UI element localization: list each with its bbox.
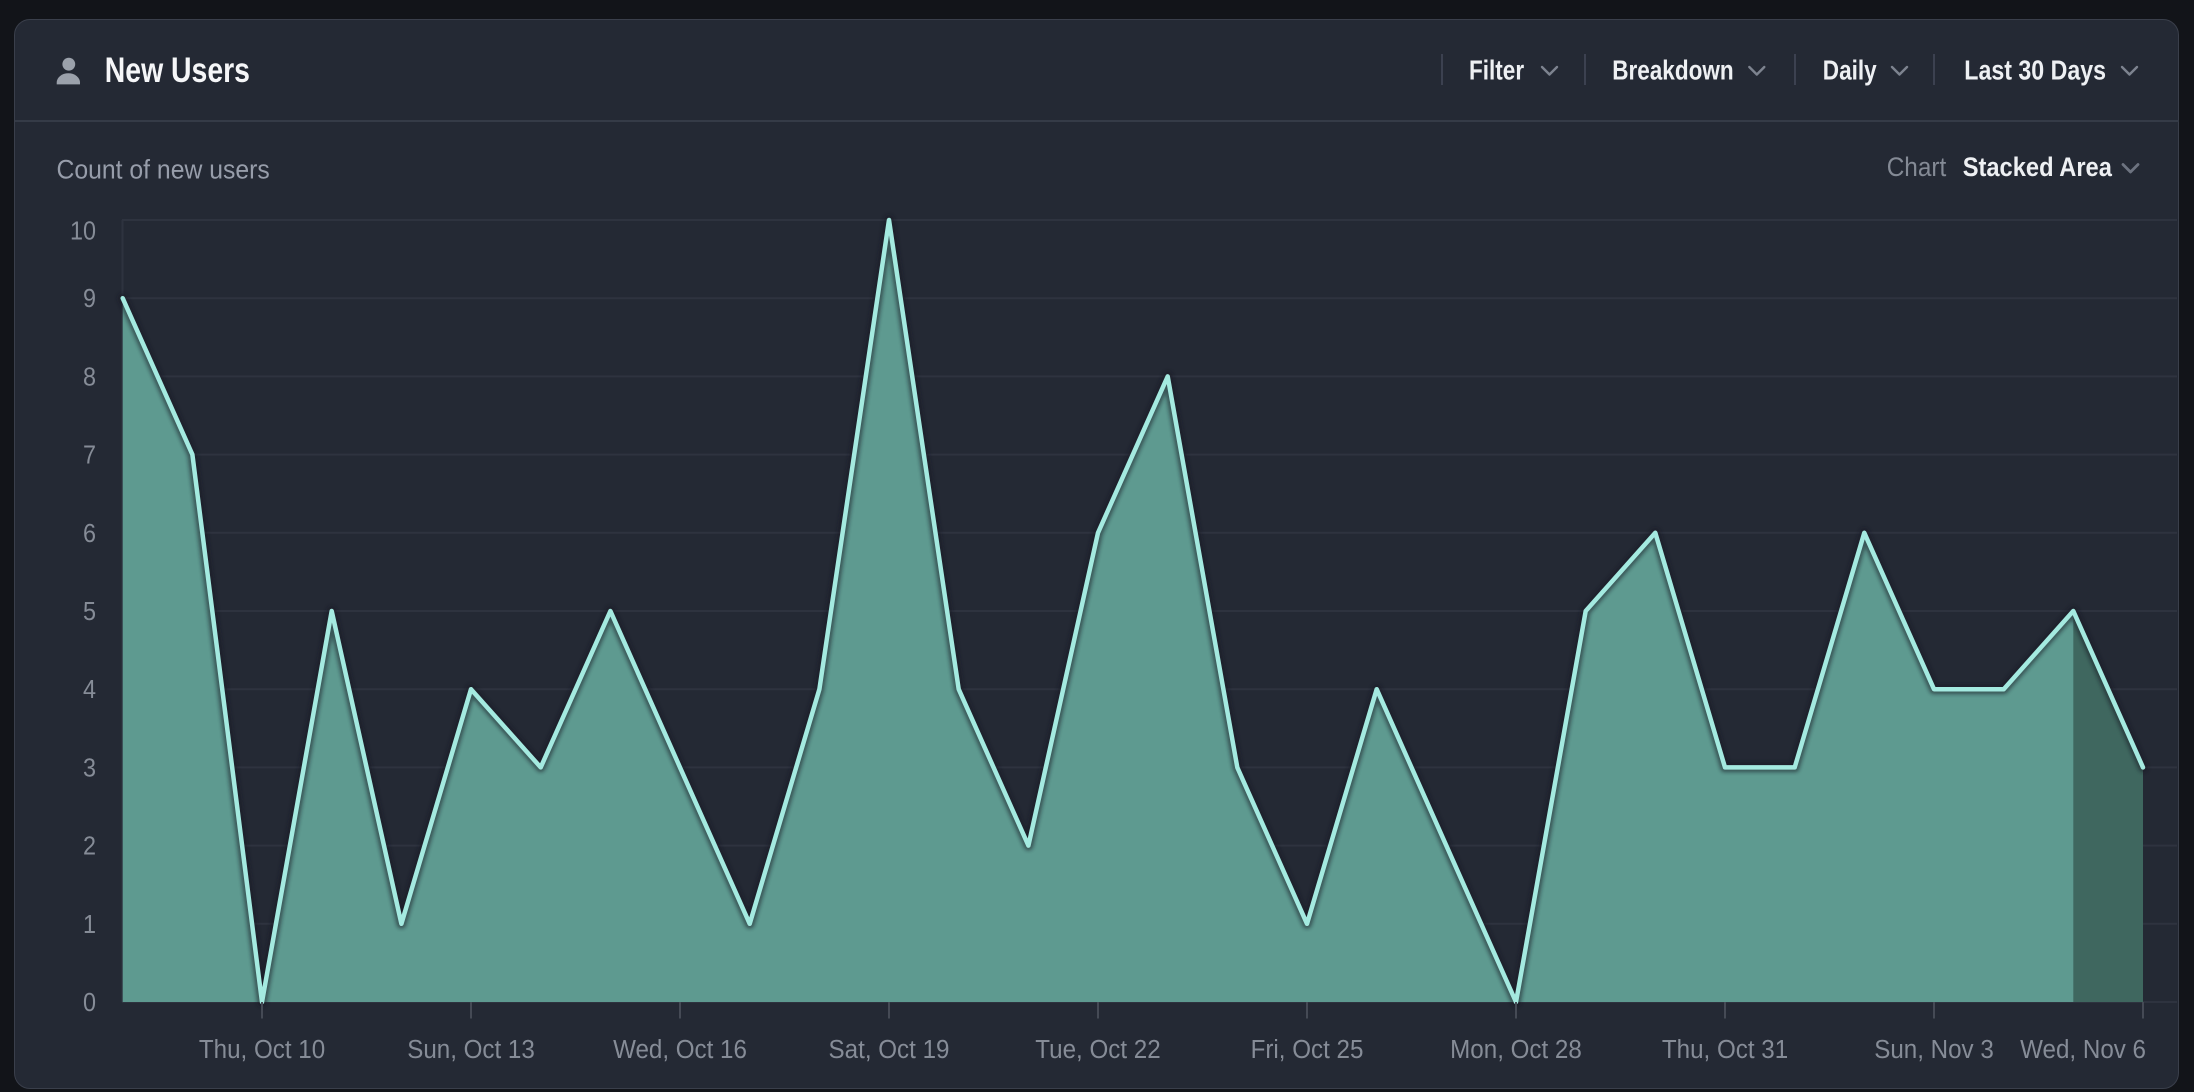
svg-text:Count of new users: Count of new users [57, 156, 270, 185]
svg-text:Wed, Oct 16: Wed, Oct 16 [613, 1035, 747, 1064]
svg-text:Chart: Chart [1887, 153, 1947, 182]
svg-text:1: 1 [83, 911, 96, 939]
svg-text:Sun, Nov 3: Sun, Nov 3 [1874, 1035, 1994, 1064]
svg-text:Mon, Oct 28: Mon, Oct 28 [1450, 1035, 1582, 1064]
svg-text:Stacked Area: Stacked Area [1963, 153, 2113, 183]
svg-text:Sun, Oct 13: Sun, Oct 13 [407, 1035, 535, 1064]
svg-text:Daily: Daily [1823, 55, 1877, 86]
svg-text:5: 5 [83, 598, 96, 626]
svg-text:Thu, Oct 31: Thu, Oct 31 [1662, 1035, 1788, 1064]
svg-text:Sat, Oct 19: Sat, Oct 19 [829, 1035, 950, 1064]
svg-text:Tue, Oct 22: Tue, Oct 22 [1035, 1035, 1160, 1064]
svg-text:2: 2 [83, 833, 96, 861]
svg-text:9: 9 [83, 285, 96, 313]
svg-text:Last 30 Days: Last 30 Days [1964, 56, 2106, 86]
svg-text:Thu, Oct 10: Thu, Oct 10 [199, 1035, 325, 1064]
svg-text:4: 4 [83, 676, 96, 704]
svg-text:Filter: Filter [1469, 55, 1524, 86]
svg-text:0: 0 [83, 989, 96, 1017]
svg-text:Wed, Nov 6: Wed, Nov 6 [2020, 1035, 2146, 1064]
svg-text:Fri, Oct 25: Fri, Oct 25 [1251, 1035, 1364, 1064]
svg-text:3: 3 [83, 754, 96, 782]
svg-text:7: 7 [83, 442, 96, 470]
svg-text:New Users: New Users [105, 50, 250, 90]
svg-text:6: 6 [83, 520, 96, 548]
svg-text:Breakdown: Breakdown [1612, 55, 1733, 86]
svg-text:8: 8 [83, 363, 96, 391]
svg-text:10: 10 [70, 217, 96, 245]
